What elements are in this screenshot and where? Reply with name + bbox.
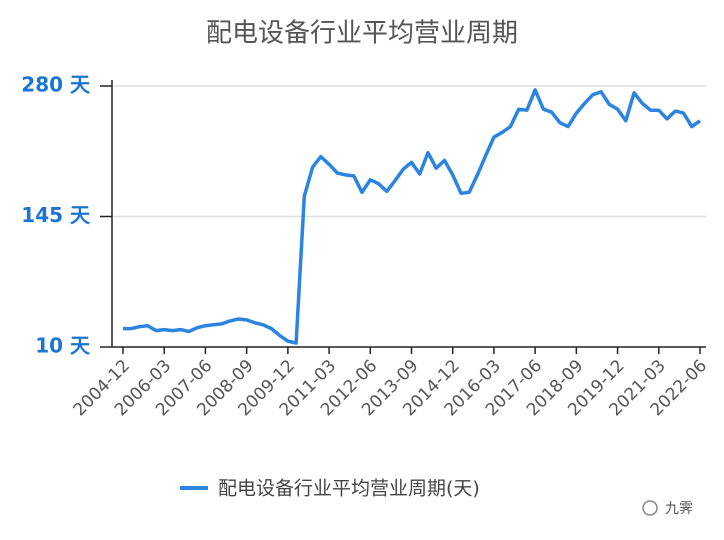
watermark: 九霁 bbox=[642, 500, 693, 517]
data-line bbox=[123, 88, 702, 345]
chart-title: 配电设备行业平均营业周期 bbox=[206, 19, 518, 49]
watermark-icon bbox=[642, 500, 658, 516]
y-tick-label: 10 天 bbox=[35, 334, 91, 358]
watermark-text: 九霁 bbox=[665, 501, 693, 517]
y-tick-label: 280 天 bbox=[21, 73, 91, 97]
y-tick-label: 145 天 bbox=[21, 203, 91, 227]
legend-label: 配电设备行业平均营业周期(天) bbox=[218, 478, 480, 500]
